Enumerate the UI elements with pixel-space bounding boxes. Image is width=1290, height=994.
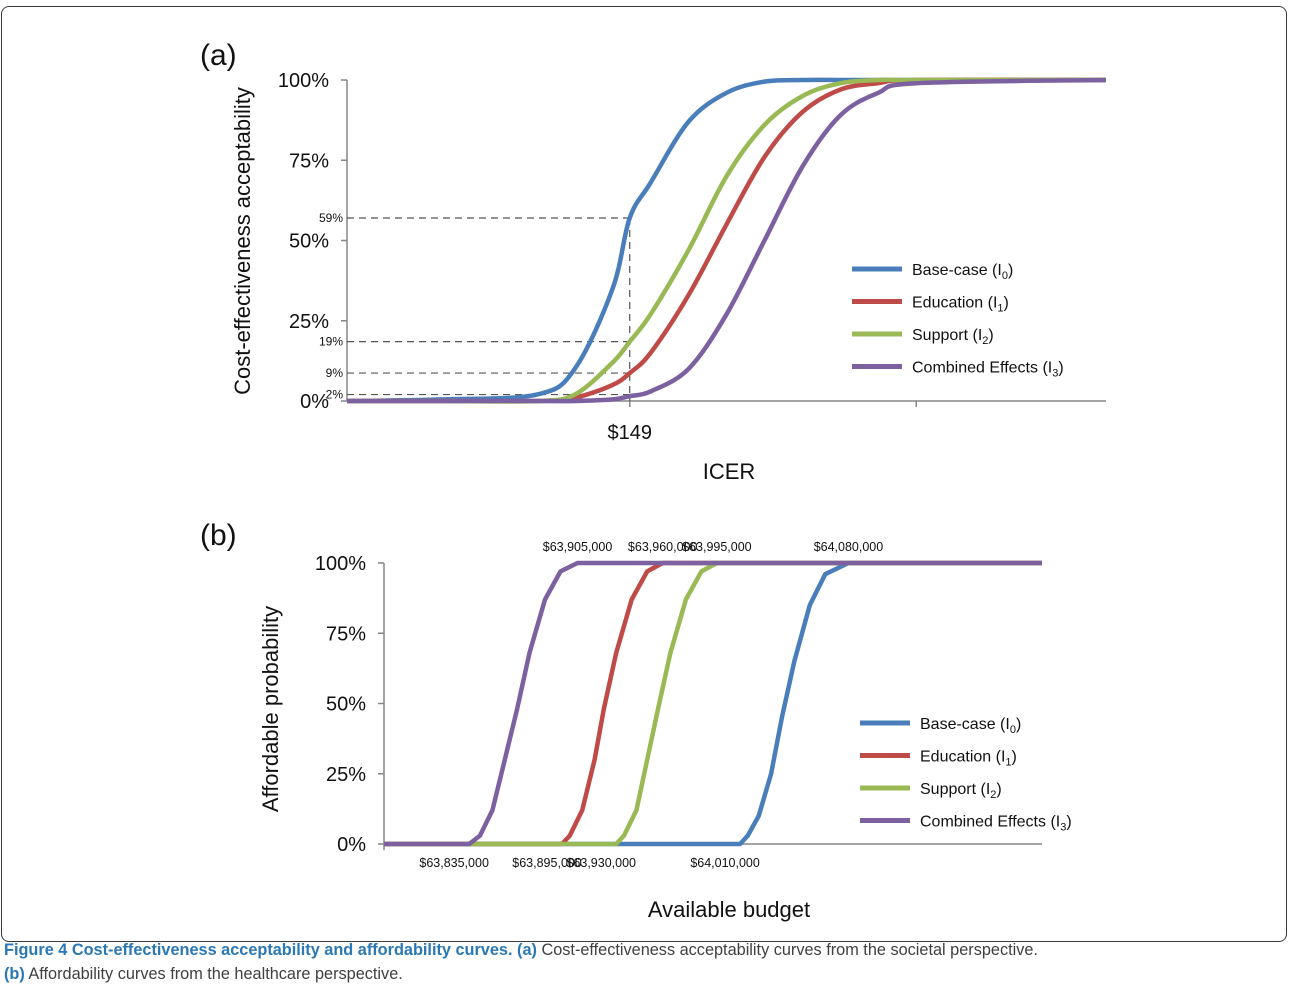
panel-a-series-base-case-i0 [346,77,1106,404]
panel-a-label: (a) [200,39,237,72]
panel-a-series-education-i1 [347,77,1107,404]
panel-a-legend-label: Base-case (I0) [912,262,1013,282]
panel-a-annotation-label: 19% [319,335,343,349]
panel-b-y-tick-label: 50% [326,694,366,716]
panel-b-budget-label-bottom: $63,895,000 [512,856,582,870]
caption-part-a-text: Cost-effectiveness acceptability curves … [536,941,1038,959]
panel-b-budget-label-top: $63,905,000 [543,540,613,554]
panel-a-legend-label: Education (I1) [912,295,1009,315]
panel-a-annotation-label: 2% [326,388,344,402]
panel-b-y-tick-label: 75% [326,623,366,645]
panel-a-y-tick-label: 50% [289,231,329,253]
panel-a-y-tick-label: 25% [289,311,329,333]
panel-b-budget-label-bottom: $64,010,000 [690,856,760,870]
panel-b-legend-label: Education (I1) [920,749,1017,769]
panel-a-y-tick-label: 0% [300,391,329,413]
panel-b-budget-label-bottom: $63,930,000 [566,856,636,870]
panel-a-annotation-label: 59% [319,211,343,225]
panel-b-x-axis-title: Available budget [648,897,810,922]
panel-a-series-support-i2 [347,77,1106,404]
panel-b-y-tick-label: 100% [315,553,366,575]
panel-a-legend-label: Support (I2) [912,327,994,347]
panel-b-series-education-i1 [384,560,1042,847]
panel-b-series-base-case-i0 [384,560,1042,847]
panel-b-label: (b) [200,519,237,552]
panel-b-legend-label: Base-case (I0) [920,716,1021,736]
caption-part-a-label: (a) [517,941,537,959]
panel-b-budget-label-top: $64,080,000 [814,540,884,554]
panel-b-y-tick-label: 25% [326,764,366,786]
panel-b-y-axis-title: Affordable probability [258,606,283,812]
panel-b-budget-label-bottom: $63,835,000 [419,856,489,870]
panel-a-x-tick-label: $149 [607,422,652,444]
panel-b-legend-label: Support (I2) [920,781,1002,801]
panel-a-legend-label: Combined Effects (I3) [912,360,1064,380]
panel-a-series-combined-effects-i3 [347,77,1107,404]
caption-part-b-text: Affordability curves from the healthcare… [24,965,403,983]
panel-b-series-combined-effects-i3 [384,560,1042,847]
panel-b-series-support-i2 [384,560,1042,847]
figure-caption: Figure 4 Cost-effectiveness acceptabilit… [4,938,1286,986]
panel-a-y-tick-label: 100% [278,70,329,92]
caption-figure-label: Figure 4 Cost-effectiveness acceptabilit… [4,941,513,959]
panel-a-annotation-label: 9% [326,366,344,380]
panel-b-legend-label: Combined Effects (I3) [920,814,1072,834]
caption-part-b-label: (b) [4,965,25,983]
panel-b-budget-label-top: $63,960,000 [628,540,698,554]
panel-a-y-tick-label: 75% [289,150,329,172]
panel-a-y-axis-title: Cost-effectiveness acceptability [230,87,255,395]
figure-charts: (a) 0% 25% 50% 75% 100% $149 ICER Cost-effective… [200,39,1107,922]
panel-b-y-tick-label: 0% [337,834,366,856]
panel-b-budget-label-top: $63,995,000 [682,540,752,554]
figure-frame: (a) 0% 25% 50% 75% 100% $149 ICER Cost-effective… [1,6,1287,942]
panel-a-x-axis-title: ICER [703,459,756,484]
